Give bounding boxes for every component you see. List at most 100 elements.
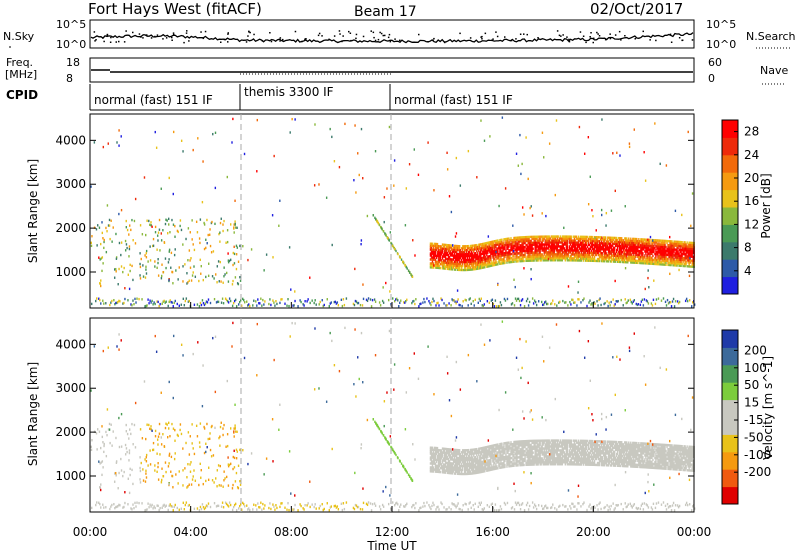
velocity-cell — [329, 509, 330, 511]
power-cell — [643, 151, 644, 153]
power-cell — [236, 268, 237, 270]
freq-tick-top: 18 — [66, 56, 80, 69]
velocity-cell — [168, 422, 169, 424]
power-cell — [125, 249, 126, 251]
velocity-cell — [179, 470, 180, 472]
velocity-cell — [518, 502, 519, 504]
power-cell — [498, 205, 499, 207]
nsearch-point — [157, 34, 159, 36]
power-cell — [588, 136, 589, 138]
velocity-cell — [115, 437, 116, 439]
power-cell — [314, 299, 315, 301]
velocity-cell — [667, 503, 668, 505]
power-cell — [102, 262, 103, 264]
power-cell — [406, 299, 407, 301]
power-cell — [135, 198, 136, 200]
power-cell — [145, 276, 146, 278]
nsearch-point — [480, 36, 482, 38]
nsearch-point — [566, 36, 568, 38]
velocity-cell — [209, 438, 210, 440]
power-cell — [579, 126, 580, 128]
power-cell — [228, 259, 229, 261]
power-cell — [128, 255, 129, 257]
velocity-cell — [118, 472, 119, 474]
velocity-cell — [262, 503, 263, 505]
nsearch-point — [339, 30, 341, 32]
power-cell — [574, 301, 575, 303]
velocity-cell — [219, 444, 220, 446]
power-cell — [428, 300, 429, 302]
power-cell — [648, 302, 649, 304]
velocity-cell — [154, 469, 155, 471]
nsearch-point — [355, 38, 357, 40]
velocity-cell — [186, 486, 187, 488]
cpid-segment-3: normal (fast) 151 IF — [394, 93, 513, 107]
power-cell — [554, 303, 555, 305]
power-cell — [616, 152, 617, 154]
power-cell — [418, 305, 419, 307]
velocity-cell — [219, 484, 220, 486]
power-cell — [406, 187, 407, 189]
velocity-cell — [441, 503, 442, 505]
velocity-cell — [234, 466, 235, 468]
velocity-cell — [175, 452, 176, 454]
power-cell — [647, 277, 648, 279]
power-cell — [202, 160, 203, 162]
velocity-cell — [398, 509, 399, 511]
velocity-cell — [288, 509, 289, 511]
velocity-cell — [146, 508, 147, 510]
velocity-cell — [175, 504, 176, 506]
velocity-cell — [144, 458, 145, 460]
power-cell — [220, 222, 221, 224]
power-cell — [607, 305, 608, 307]
power-cell — [113, 299, 114, 301]
power-cell — [275, 300, 276, 302]
power-cell — [110, 220, 111, 222]
nsearch-point — [173, 34, 175, 36]
power-cell — [435, 304, 436, 306]
velocity-cell — [220, 465, 221, 467]
velocity-cell — [99, 503, 100, 505]
velocity-cell — [303, 508, 304, 510]
velocity-cell — [141, 502, 142, 504]
power-cell — [166, 301, 167, 303]
power-cell — [563, 227, 564, 229]
power-colorbar-tick-label: 24 — [744, 148, 759, 162]
power-cell — [252, 304, 253, 306]
velocity-cell — [153, 449, 154, 451]
power-cell — [236, 305, 237, 307]
velocity-cell — [185, 442, 186, 444]
nsearch-point — [151, 37, 153, 39]
power-cell — [390, 231, 391, 233]
velocity-cell — [311, 503, 312, 505]
power-cell — [329, 305, 330, 307]
velocity-cell — [157, 443, 158, 445]
power-cell — [596, 229, 597, 231]
power-cell — [126, 247, 127, 249]
velocity-cell — [211, 425, 212, 427]
power-cell — [233, 302, 234, 304]
power-cell — [182, 265, 183, 267]
power-cell — [504, 260, 505, 262]
velocity-cell — [228, 505, 229, 507]
power-colorbar-swatch — [722, 137, 738, 155]
nsearch-point — [399, 40, 401, 42]
power-cell — [106, 251, 107, 253]
nsearch-point — [523, 33, 525, 35]
power-cell — [376, 220, 377, 222]
nsearch-point — [373, 32, 375, 33]
velocity-cell — [149, 428, 150, 430]
velocity-cell — [189, 453, 190, 455]
velocity-cell — [174, 429, 175, 431]
power-cell — [387, 236, 388, 238]
velocity-cell — [475, 503, 476, 505]
nsearch-point — [444, 42, 446, 44]
velocity-cell — [597, 508, 598, 510]
velocity-cell — [165, 423, 166, 425]
velocity-cell — [374, 502, 375, 504]
power-cell — [654, 122, 655, 124]
velocity-cell — [670, 505, 671, 507]
power-cell — [188, 227, 189, 229]
power-heatmap — [90, 116, 695, 307]
velocity-cell — [547, 507, 548, 509]
